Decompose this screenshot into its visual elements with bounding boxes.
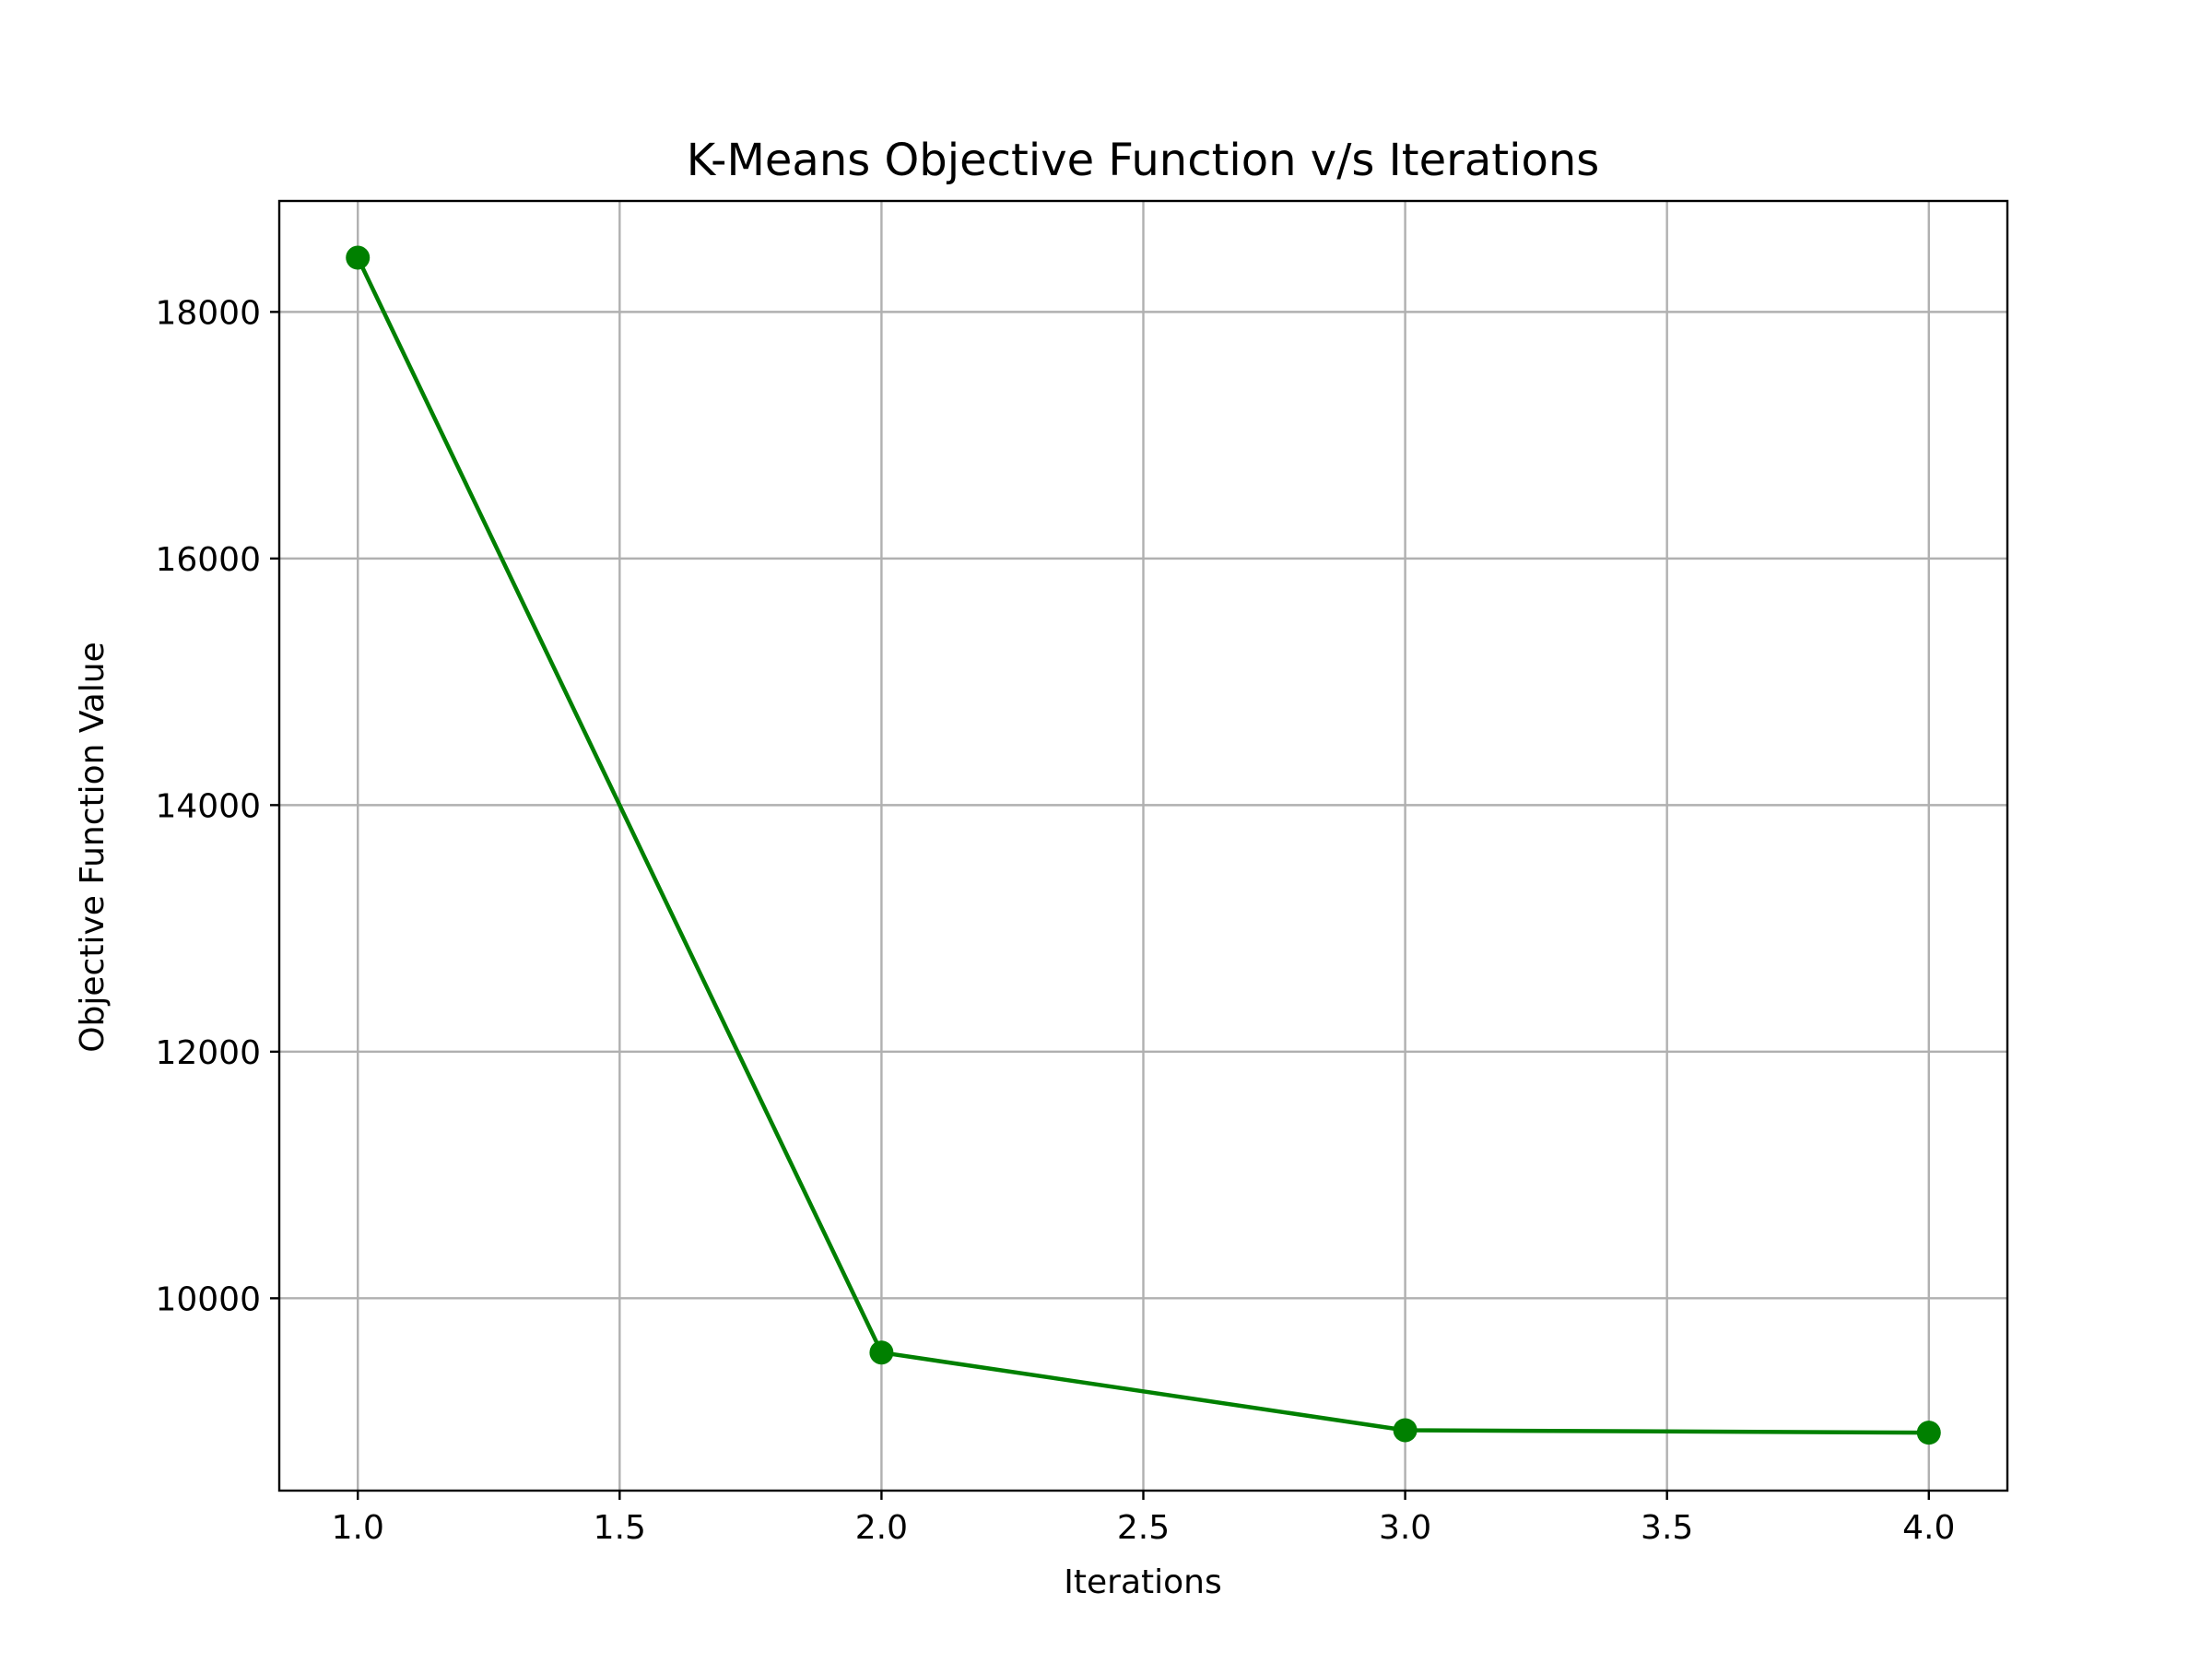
y-tick-label: 14000 xyxy=(155,787,261,825)
y-axis-label: Objective Function Value xyxy=(74,642,112,1053)
x-tick-label: 2.5 xyxy=(1117,1509,1170,1547)
ticks: 1.0 1.5 2.0 2.5 3.0 3.5 4.0 10000 12000 14000 1600… xyxy=(155,294,1955,1547)
x-tick-label: 4.0 xyxy=(1902,1509,1955,1547)
grid xyxy=(279,201,2007,1491)
x-tick-label: 1.5 xyxy=(594,1509,646,1547)
series-layer xyxy=(346,245,1941,1445)
y-tick-label: 12000 xyxy=(155,1034,261,1072)
data-point-marker xyxy=(1393,1418,1418,1443)
data-point-marker xyxy=(346,245,371,270)
x-axis-label: Iterations xyxy=(1064,1563,1221,1601)
y-tick-label: 16000 xyxy=(155,541,261,579)
y-tick-label: 10000 xyxy=(155,1280,261,1318)
chart-title: K-Means Objective Function v/s Iteration… xyxy=(687,135,1600,186)
y-tick-label: 18000 xyxy=(155,294,261,332)
x-tick-label: 2.0 xyxy=(855,1509,908,1547)
data-point-marker xyxy=(869,1340,894,1365)
x-tick-label: 3.0 xyxy=(1379,1509,1431,1547)
series-line xyxy=(356,256,1929,1435)
x-tick-label: 3.5 xyxy=(1641,1509,1693,1547)
data-point-marker xyxy=(1916,1421,1941,1445)
x-tick-label: 1.0 xyxy=(332,1509,384,1547)
